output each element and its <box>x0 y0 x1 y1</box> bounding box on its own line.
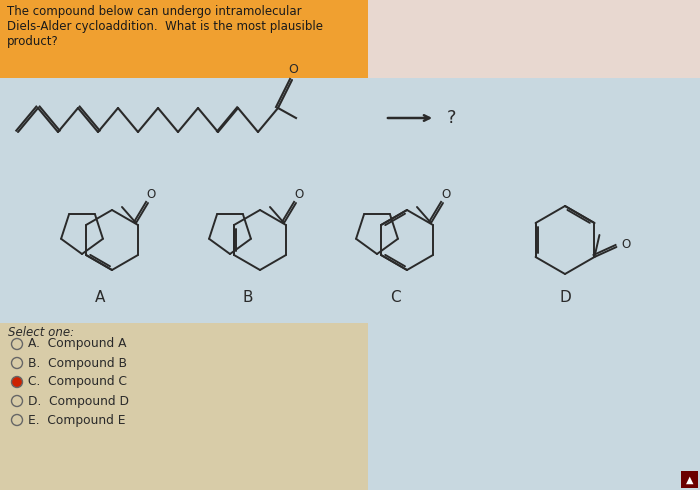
Text: Select one:: Select one: <box>8 326 74 339</box>
Circle shape <box>11 376 22 388</box>
Text: C.  Compound C: C. Compound C <box>28 375 127 389</box>
Text: C: C <box>390 291 400 305</box>
FancyBboxPatch shape <box>681 471 698 488</box>
Text: B.  Compound B: B. Compound B <box>28 357 127 369</box>
Text: B: B <box>243 291 253 305</box>
FancyBboxPatch shape <box>368 0 700 78</box>
Text: A: A <box>94 291 105 305</box>
Text: D: D <box>559 291 571 305</box>
Text: O: O <box>622 239 631 251</box>
FancyBboxPatch shape <box>0 323 368 490</box>
Text: O: O <box>295 188 304 200</box>
FancyBboxPatch shape <box>0 0 368 78</box>
Text: D.  Compound D: D. Compound D <box>28 394 129 408</box>
Text: ?: ? <box>447 109 456 127</box>
Text: ▲: ▲ <box>686 475 693 485</box>
Text: A.  Compound A: A. Compound A <box>28 338 127 350</box>
Text: The compound below can undergo intramolecular
Diels-Alder cycloaddition.  What i: The compound below can undergo intramole… <box>7 5 323 48</box>
Text: E.  Compound E: E. Compound E <box>28 414 125 426</box>
Text: O: O <box>288 64 298 76</box>
Text: O: O <box>442 188 451 200</box>
Text: O: O <box>146 188 155 200</box>
